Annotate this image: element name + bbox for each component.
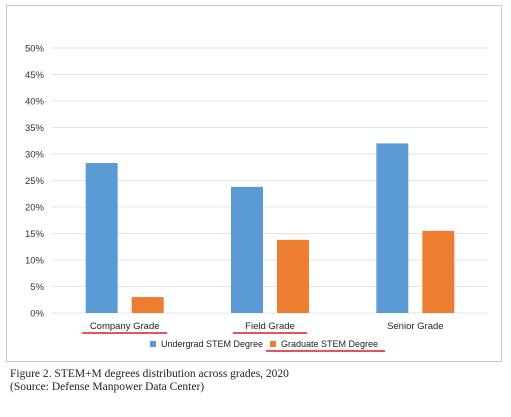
caption-source: (Source: Defense Manpower Data Center) bbox=[10, 381, 205, 393]
legend-swatch bbox=[270, 341, 276, 347]
y-tick-label: 15% bbox=[25, 229, 45, 240]
bar bbox=[231, 186, 263, 313]
y-tick-label: 40% bbox=[25, 97, 45, 108]
y-tick-label: 35% bbox=[25, 123, 45, 134]
y-tick-label: 45% bbox=[25, 70, 45, 81]
y-tick-label: 30% bbox=[25, 150, 45, 161]
y-tick-label: 20% bbox=[25, 203, 45, 214]
bar bbox=[422, 230, 455, 313]
legend-label: Undergrad STEM Degree bbox=[161, 339, 263, 349]
bar bbox=[376, 143, 409, 313]
x-tick-label: Company Grade bbox=[90, 321, 160, 332]
y-tick-label: 10% bbox=[25, 256, 45, 267]
caption-title: Figure 2. STEM+M degrees distribution ac… bbox=[10, 368, 289, 380]
x-tick-label: Senior Grade bbox=[387, 321, 444, 332]
bar bbox=[131, 297, 164, 313]
y-tick-label: 25% bbox=[25, 176, 45, 187]
legend-swatch bbox=[150, 341, 156, 347]
y-tick-label: 5% bbox=[30, 282, 44, 293]
figure-caption: Figure 2. STEM+M degrees distribution ac… bbox=[10, 368, 500, 394]
bar-chart: 0% 5% 10% 15% 20% 25% 30% 35% 40% 45% 50% Company G… bbox=[25, 44, 488, 352]
y-tick-label: 0% bbox=[30, 309, 44, 320]
legend-label: Graduate STEM Degree bbox=[281, 339, 378, 349]
y-tick-label: 50% bbox=[25, 44, 45, 55]
bar bbox=[277, 239, 309, 313]
x-tick-label: Field Grade bbox=[245, 321, 295, 332]
bar bbox=[85, 163, 118, 313]
